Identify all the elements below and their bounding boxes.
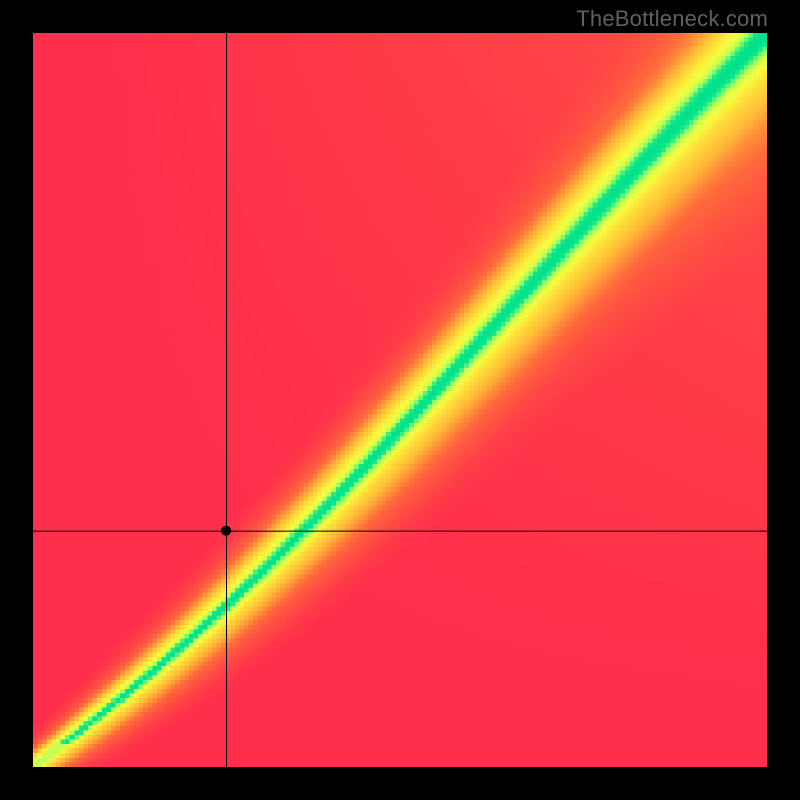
heatmap-plot <box>33 33 767 767</box>
watermark-text: TheBottleneck.com <box>576 6 768 32</box>
crosshair-overlay <box>33 33 767 767</box>
